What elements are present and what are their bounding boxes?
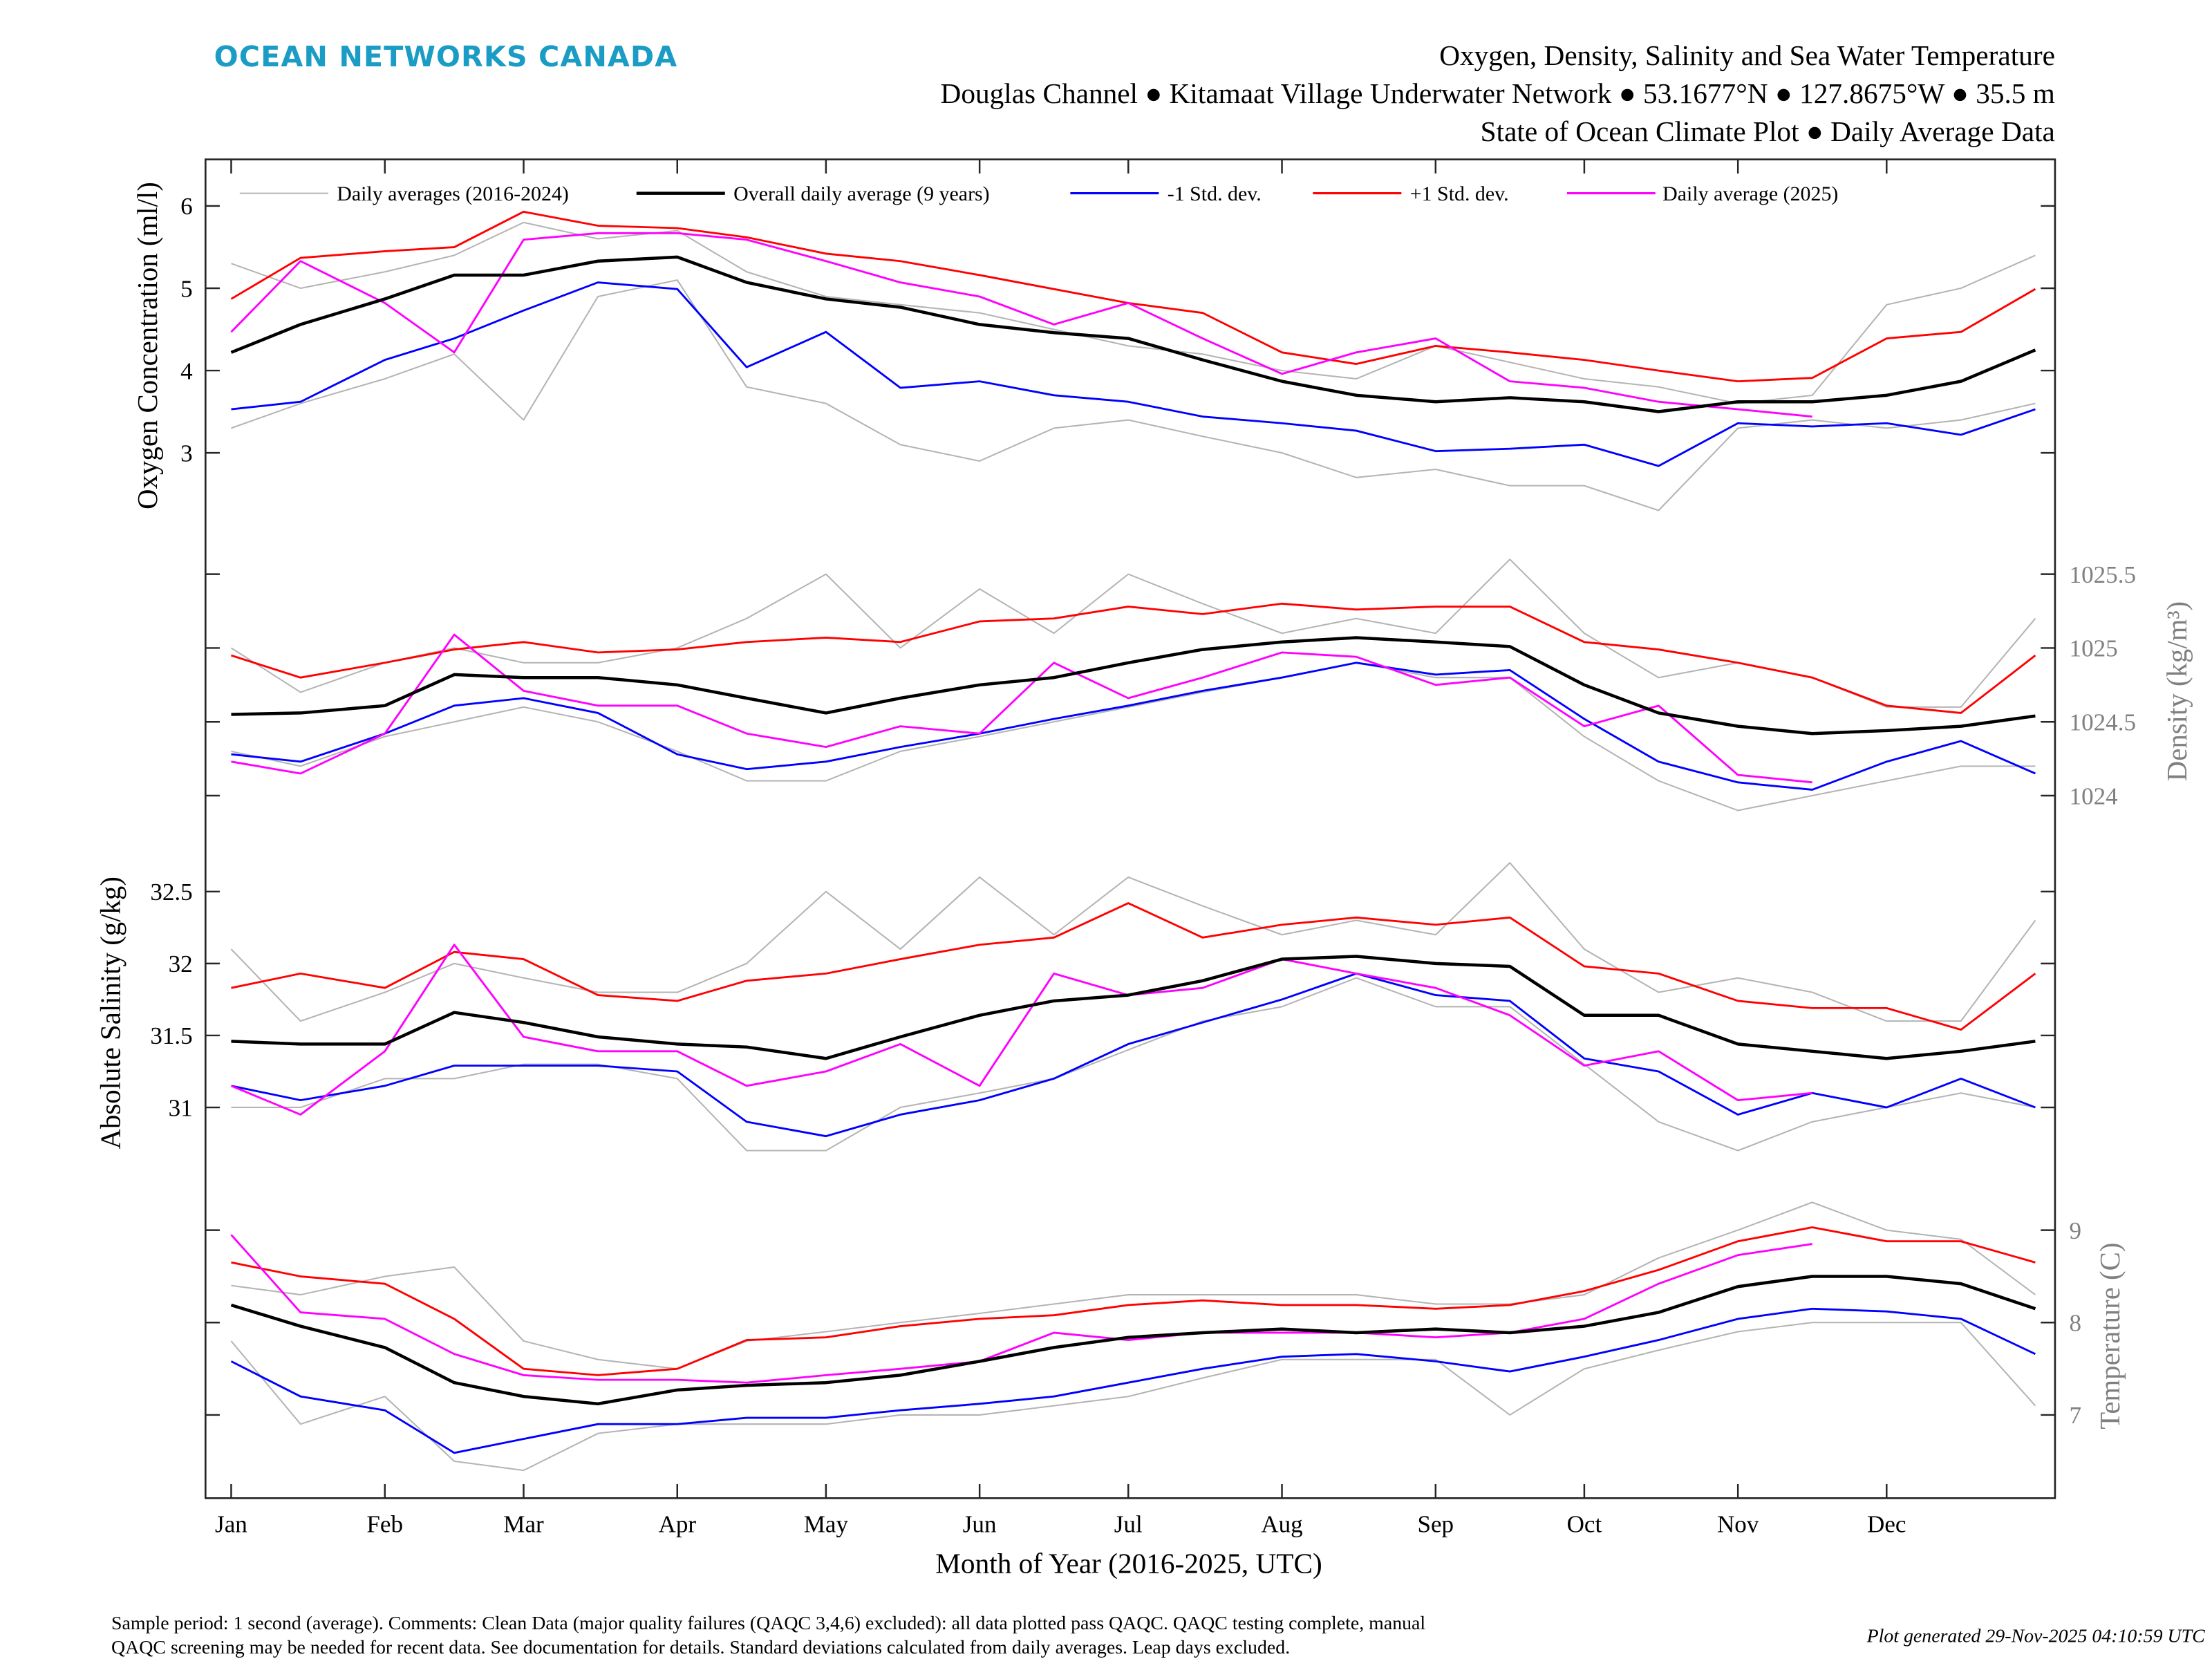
density-series-1-std-dev bbox=[231, 662, 2036, 791]
plot-generated-timestamp: Plot generated 29-Nov-2025 04:10:59 UTC bbox=[1866, 1625, 2206, 1647]
x-tick-label-mar: Mar bbox=[503, 1511, 544, 1538]
oxygen-series-daily-averages-2016-2024-0 bbox=[231, 221, 2036, 404]
salinity-ytick-label: 32.5 bbox=[150, 879, 192, 906]
x-tick-label-sep: Sep bbox=[1417, 1511, 1454, 1538]
x-tick-label-apr: Apr bbox=[658, 1511, 696, 1538]
salinity-series-daily-average-2025 bbox=[230, 944, 1812, 1116]
salinity-series-overall-daily-average-9-years bbox=[231, 955, 2036, 1060]
oxygen-ytick-label: 6 bbox=[180, 193, 193, 220]
salinity-ytick-label: 32 bbox=[169, 950, 193, 977]
salinity-series-1-std-dev bbox=[231, 972, 2036, 1138]
y-axis-label-density: Density (kg/m³) bbox=[2161, 601, 2193, 781]
legend-label-overall-average: Overall daily average (9 years) bbox=[733, 182, 989, 205]
oxygen-series-daily-average-2025 bbox=[230, 232, 1812, 418]
x-tick-label-feb: Feb bbox=[366, 1511, 403, 1538]
oxygen-series-overall-daily-average-9-years bbox=[230, 255, 2036, 413]
density-ytick-label: 1024 bbox=[2070, 782, 2118, 809]
temperature-series-daily-average-2025 bbox=[230, 1234, 1812, 1384]
temperature-ytick-label: 8 bbox=[2070, 1310, 2082, 1337]
salinity-ytick-label: 31.5 bbox=[150, 1022, 192, 1049]
salinity-series-daily-averages-2016-2024-0 bbox=[230, 862, 2036, 1022]
footer-note-line-1: Sample period: 1 second (average). Comme… bbox=[111, 1612, 1425, 1633]
legend: Daily averages (2016-2024) Overall daily… bbox=[239, 182, 1838, 205]
temperature-series-overall-daily-average-9-years bbox=[230, 1275, 2036, 1406]
oxygen-ytick-label: 3 bbox=[180, 440, 193, 467]
plot-subtitle: Douglas Channel ● Kitamaat Village Under… bbox=[941, 77, 2055, 109]
x-tick-label-may: May bbox=[804, 1511, 849, 1538]
temperature-ytick-label: 9 bbox=[2070, 1217, 2082, 1244]
x-tick-label-aug: Aug bbox=[1261, 1511, 1302, 1538]
y-axis-label-oxygen: Oxygen Concentration (ml/l) bbox=[131, 182, 163, 509]
y-axis-label-salinity: Absolute Salinity (g/kg) bbox=[94, 877, 126, 1149]
legend-label-daily-averages: Daily averages (2016-2024) bbox=[337, 182, 569, 205]
salinity-ytick-label: 31 bbox=[169, 1094, 193, 1121]
legend-label-plus-std: +1 Std. dev. bbox=[1410, 182, 1509, 205]
salinity-series-1-std-dev bbox=[231, 902, 2036, 1031]
density-ytick-label: 1025.5 bbox=[2070, 561, 2136, 588]
oxygen-ytick-label: 5 bbox=[180, 275, 193, 302]
oxygen-ytick-label: 4 bbox=[180, 357, 193, 384]
density-series-overall-daily-average-9-years bbox=[231, 636, 2036, 735]
oxygen-series-daily-averages-2016-2024-1 bbox=[231, 279, 2036, 512]
plot-frame bbox=[204, 158, 2056, 1499]
density-series-daily-average-2025 bbox=[231, 633, 1812, 784]
x-tick-label-dec: Dec bbox=[1867, 1511, 1906, 1538]
x-axis-label: Month of Year (2016-2025, UTC) bbox=[935, 1548, 1322, 1580]
x-tick-label-nov: Nov bbox=[1717, 1511, 1759, 1538]
temperature-series-1-std-dev bbox=[231, 1226, 2036, 1376]
plot-title: Oxygen, Density, Salinity and Sea Water … bbox=[1439, 39, 2055, 71]
density-series-1-std-dev bbox=[231, 602, 2036, 714]
legend-label-2025: Daily average (2025) bbox=[1662, 182, 1838, 205]
temperature-series-daily-averages-2016-2024-0 bbox=[231, 1201, 2036, 1370]
temperature-series-daily-averages-2016-2024-1 bbox=[230, 1322, 2036, 1472]
temperature-ytick-label: 7 bbox=[2070, 1402, 2082, 1429]
salinity-series-daily-averages-2016-2024-1 bbox=[231, 977, 2036, 1152]
x-tick-label-oct: Oct bbox=[1567, 1511, 1602, 1538]
axes-layer: 3 4 5 6 1024 1024.5 1025 1025.5 31 31.5 32 32.5 7 8 9 J… bbox=[150, 159, 2136, 1538]
temperature-series-1-std-dev bbox=[230, 1307, 2036, 1454]
x-tick-label-jun: Jun bbox=[963, 1511, 997, 1538]
density-series-daily-averages-2016-2024-1 bbox=[231, 662, 2036, 812]
x-tick-label-jan: Jan bbox=[215, 1511, 247, 1538]
density-ytick-label: 1024.5 bbox=[2070, 709, 2136, 736]
density-ytick-label: 1025 bbox=[2070, 635, 2118, 662]
oxygen-series-1-std-dev bbox=[231, 281, 2036, 467]
legend-label-minus-std: -1 Std. dev. bbox=[1168, 182, 1262, 205]
y-axis-label-temperature: Temperature (C) bbox=[2094, 1243, 2126, 1430]
onc-logo: OCEAN NETWORKS CANADA bbox=[214, 40, 678, 73]
plot-subtitle-2: State of Ocean Climate Plot ● Daily Aver… bbox=[1481, 115, 2055, 147]
series-layer bbox=[230, 210, 2036, 1472]
x-tick-label-jul: Jul bbox=[1114, 1511, 1143, 1538]
footer-note-line-2: QAQC screening may be needed for recent … bbox=[111, 1636, 1290, 1658]
